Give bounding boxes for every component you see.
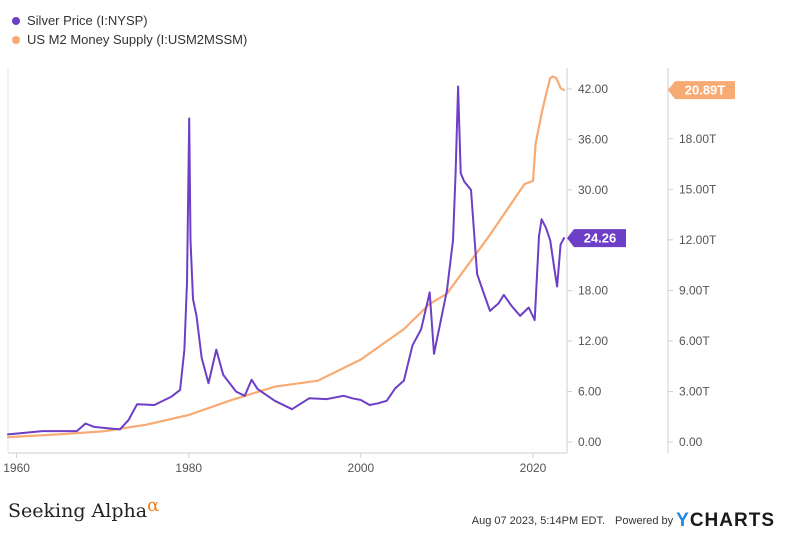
y-right-tick-label: 6.00T [679, 334, 710, 348]
silver-last-value-flag [567, 229, 626, 248]
brand-name: Seeking Alpha [8, 500, 148, 522]
ycharts-logo[interactable]: YCHARTS [676, 510, 775, 532]
y-right-tick-label: 12.00T [679, 233, 717, 247]
powered-by-label: Powered by [615, 515, 674, 527]
y-axis-right-ticks: 0.003.00T6.00T9.00T12.00T15.00T18.00T21.… [668, 81, 717, 449]
legend-marker-silver [12, 16, 20, 25]
value-labels: 24.26 20.89T [567, 81, 735, 248]
y-left-tick-label: 12.00 [578, 334, 608, 348]
y-left-tick-label: 18.00 [578, 284, 608, 298]
y-left-tick-label: 30.00 [578, 183, 608, 197]
series-line-silver [7, 85, 565, 436]
y-left-tick-label: 0.00 [578, 435, 602, 449]
legend: Silver Price (I:NYSP) US M2 Money Supply… [12, 11, 247, 49]
y-left-tick-label: 6.00 [578, 385, 602, 399]
ycharts-wordmark: CHARTS [689, 510, 775, 531]
x-tick-label: 2000 [348, 461, 375, 475]
legend-label-m2: US M2 Money Supply (I:USM2MSSM) [27, 32, 248, 47]
chart-footer: Aug 07 2023, 5:14PM EDT. Powered by YCHA… [472, 510, 775, 532]
silver-last-value-label: 24.26 [584, 231, 617, 246]
timestamp: Aug 07 2023, 5:14PM EDT. [471, 515, 606, 527]
legend-item-m2[interactable]: US M2 Money Supply (I:USM2MSSM) [12, 30, 247, 49]
y-right-tick-label: 3.00T [679, 384, 710, 398]
x-tick-label: 1960 [3, 461, 30, 475]
legend-label-silver: Silver Price (I:NYSP) [27, 13, 148, 28]
seeking-alpha-logo[interactable]: Seeking Alphaα [8, 495, 159, 522]
y-right-tick-label: 15.00T [679, 182, 717, 196]
alpha-icon: α [147, 495, 160, 516]
series-layer [6, 75, 566, 439]
m2-last-value-label: 20.89T [685, 83, 726, 98]
x-axis-ticks: 1960 1980 2000 2020 [3, 453, 547, 475]
y-axis-left-ticks: 0.00 6.00 12.00 18.00 30.00 36.00 42.00 [567, 82, 608, 449]
x-tick-label: 1980 [175, 461, 202, 475]
y-left-tick-label: 42.00 [578, 82, 608, 96]
y-left-tick-label: 36.00 [578, 132, 608, 146]
series-line-m2 [6, 75, 566, 439]
legend-item-silver[interactable]: Silver Price (I:NYSP) [12, 11, 247, 30]
legend-marker-m2 [12, 35, 20, 44]
ycharts-y-icon: Y [676, 510, 690, 531]
x-tick-label: 2020 [520, 461, 547, 475]
y-right-tick-label: 9.00T [679, 283, 710, 297]
y-right-tick-label: 18.00T [679, 132, 717, 146]
y-right-tick-label: 0.00 [679, 435, 703, 449]
m2-last-value-flag [668, 81, 735, 100]
